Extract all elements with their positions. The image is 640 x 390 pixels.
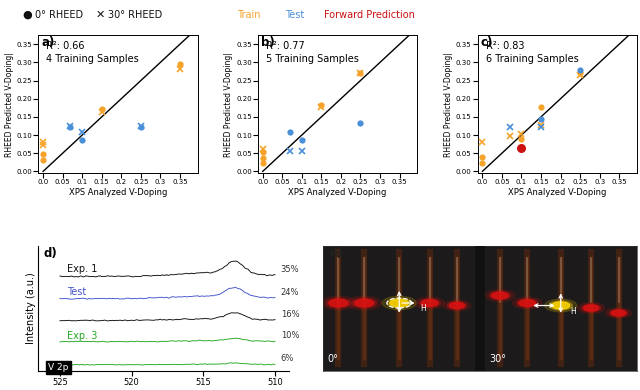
Text: Train: Train — [237, 10, 260, 20]
Text: 35%: 35% — [281, 265, 300, 274]
Y-axis label: RHEED Predicted V-Doping|: RHEED Predicted V-Doping| — [224, 52, 233, 157]
Text: Test: Test — [285, 10, 304, 20]
Circle shape — [516, 299, 538, 307]
Circle shape — [609, 309, 628, 317]
Circle shape — [421, 300, 438, 306]
X-axis label: XPS Analyzed V-Doping: XPS Analyzed V-Doping — [289, 188, 387, 197]
Text: 6%: 6% — [281, 355, 294, 363]
Text: 10%: 10% — [281, 331, 299, 340]
Text: R²: 0.66: R²: 0.66 — [46, 41, 85, 51]
Circle shape — [485, 290, 515, 301]
Circle shape — [449, 303, 465, 308]
Bar — [323, 246, 476, 370]
Text: ✕: ✕ — [96, 10, 106, 20]
Text: d): d) — [44, 247, 57, 260]
Circle shape — [611, 310, 626, 316]
Circle shape — [355, 299, 374, 307]
Text: a): a) — [42, 36, 55, 49]
Text: Test: Test — [67, 287, 86, 297]
Circle shape — [581, 304, 601, 312]
Text: e): e) — [330, 247, 343, 260]
Circle shape — [492, 292, 508, 299]
Circle shape — [489, 291, 511, 300]
Circle shape — [552, 302, 570, 309]
Text: H: H — [570, 307, 576, 316]
Text: 30°: 30° — [489, 354, 506, 364]
Text: R²: 0.77: R²: 0.77 — [266, 41, 305, 51]
Circle shape — [382, 296, 416, 310]
Circle shape — [584, 305, 599, 311]
Circle shape — [387, 298, 412, 308]
Y-axis label: RHEED Predicted V-Doping|: RHEED Predicted V-Doping| — [444, 52, 453, 157]
X-axis label: XPS Analyzed V-Doping: XPS Analyzed V-Doping — [508, 188, 607, 197]
Text: Forward Prediction: Forward Prediction — [324, 10, 415, 20]
Text: 6 Training Samples: 6 Training Samples — [486, 55, 579, 64]
Y-axis label: RHEED Predicted V-Doping|: RHEED Predicted V-Doping| — [4, 52, 13, 157]
Circle shape — [605, 308, 632, 318]
Circle shape — [352, 298, 376, 308]
Text: V 2p: V 2p — [49, 363, 69, 372]
Circle shape — [415, 297, 445, 309]
Text: Exp. 3: Exp. 3 — [67, 331, 97, 341]
Circle shape — [519, 300, 536, 306]
Circle shape — [447, 301, 467, 309]
Circle shape — [549, 301, 572, 310]
Bar — [476, 246, 484, 370]
Circle shape — [326, 298, 351, 308]
Y-axis label: Intensity (a.u.): Intensity (a.u.) — [26, 272, 36, 344]
Text: 16%: 16% — [281, 310, 300, 319]
Circle shape — [347, 296, 381, 310]
Text: Exp. 1: Exp. 1 — [67, 264, 97, 274]
Text: 0°: 0° — [328, 354, 339, 364]
Text: H: H — [420, 303, 426, 312]
Text: 0° RHEED: 0° RHEED — [35, 10, 83, 20]
Text: b): b) — [261, 36, 275, 49]
Circle shape — [545, 299, 577, 312]
Text: R²: 0.83: R²: 0.83 — [486, 41, 524, 51]
Circle shape — [321, 296, 355, 310]
Text: 24%: 24% — [281, 287, 299, 296]
Text: 5 Training Samples: 5 Training Samples — [266, 55, 359, 64]
Bar — [484, 246, 637, 370]
Text: c): c) — [481, 36, 493, 49]
Circle shape — [419, 299, 440, 307]
Text: 4 Training Samples: 4 Training Samples — [46, 55, 139, 64]
Text: 30° RHEED: 30° RHEED — [108, 10, 162, 20]
Circle shape — [577, 303, 605, 314]
Circle shape — [329, 299, 348, 307]
Text: ●: ● — [22, 10, 32, 20]
Circle shape — [513, 297, 542, 309]
Circle shape — [444, 300, 470, 311]
X-axis label: XPS Analyzed V-Doping: XPS Analyzed V-Doping — [68, 188, 167, 197]
Circle shape — [390, 299, 409, 307]
